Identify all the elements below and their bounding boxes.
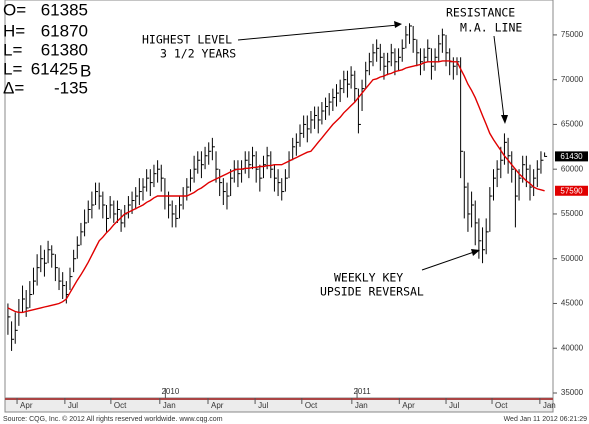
moving-average [7,60,545,314]
x-tick-label: Jul [258,401,268,410]
quote-value: 61870 [41,21,88,40]
quote-value: 61385 [41,0,88,19]
y-tick-label: 45000 [561,299,584,308]
quote-value: -135 [54,78,88,97]
annotation: UPSIDE REVERSAL [320,285,424,299]
arrow [493,35,505,119]
x-tick-label: Apr [402,401,415,410]
quote-label: L= [3,40,22,59]
plot-area [4,0,554,399]
x-tick-label: Oct [305,401,318,410]
time-strip [4,397,554,413]
footer-source: Source: CQG, Inc. © 2012 All rights rese… [3,415,223,423]
annotation: 3 1/2 YEARS [160,47,236,61]
ma-price-label-box [555,185,588,196]
last-price-label-box [555,151,588,162]
last-price-label: 61430 [560,152,583,161]
y-tick-label: 65000 [561,120,584,129]
y-tick-label: 50000 [561,254,584,263]
quote-value: 61425 [31,59,78,78]
arrow-head [471,249,480,256]
ma-price-label: 57590 [560,186,583,195]
quote-label: H= [3,21,25,40]
arrow [237,24,399,41]
x-tick-label: Jul [449,401,459,410]
quote-label: L= [3,59,22,78]
x-tick-label: Oct [495,401,508,410]
annotation: RESISTANCE [446,6,515,20]
annotation: WEEKLY KEY [334,271,403,285]
y-tick-label: 60000 [561,164,584,173]
annotation: M.A. LINE [460,21,522,35]
x-tick-label: Oct [114,401,127,410]
x-tick-label: Jul [68,401,78,410]
quote-label: O= [3,0,26,19]
x-tick-label: Jan [163,401,176,410]
arrow [421,251,475,271]
arrow-head [501,115,508,124]
marks [7,23,588,404]
arrow-head [394,21,402,28]
x-tick-label: Jan [543,401,556,410]
x-tick-label: Jan [355,401,368,410]
x-tick-label: Apr [20,401,33,410]
quote-label: Δ= [3,78,24,97]
y-tick-label: 35000 [561,388,584,397]
y-tick-label: 75000 [561,30,584,39]
x-tick-label: Apr [211,401,224,410]
quote-flag: B [80,61,91,80]
footer-timestamp: Wed Jan 11 2012 06:21:29 [504,416,588,423]
y-tick-label: 70000 [561,75,584,84]
annotation: HIGHEST LEVEL [142,33,232,47]
quote-value: 61380 [41,40,88,59]
y-tick-label: 40000 [561,343,584,352]
year-label: 2010 [161,387,179,396]
quote-box: O= 61385 H= 61870 L= 61380 L= 61425 B Δ= -135 [3,0,91,97]
y-tick-label: 55000 [561,209,584,218]
year-label: 2011 [353,387,371,396]
